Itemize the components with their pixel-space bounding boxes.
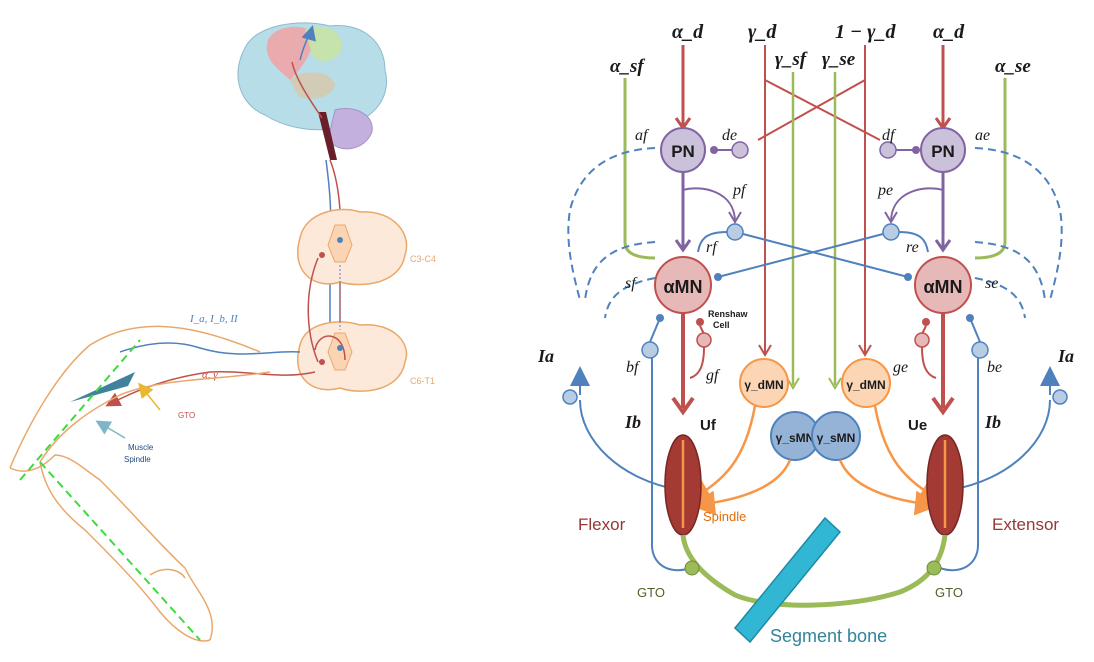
alpha-d-left-label: α_d (672, 21, 704, 43)
gsmn-right-neuron: γ_sMN (811, 411, 861, 461)
level-upper-label: C3-C4 (410, 254, 436, 264)
label-sf: sf (625, 275, 638, 292)
label-ib-left: Ib (624, 412, 641, 432)
ue-label: Ue (908, 417, 927, 434)
uf-label: Uf (700, 417, 717, 434)
level-lower-label: C6-T1 (410, 376, 435, 386)
amn-left-label: αMN (663, 277, 702, 297)
spinal-section-lower: C6-T1 (297, 321, 435, 392)
label-ae: ae (975, 127, 990, 144)
gsmn-right-label: γ_sMN (817, 431, 856, 445)
gdmn-left-neuron: γ_dMN (739, 358, 789, 408)
pn-right-neuron: PN (920, 127, 966, 173)
afferent-label: I_a, I_b, II (189, 313, 239, 325)
amn-right-label: αMN (923, 277, 962, 297)
label-ge: ge (893, 359, 908, 376)
gto-right-label: GTO (935, 585, 963, 600)
label-be: be (987, 359, 1002, 376)
amn-left-neuron: αMN (654, 256, 712, 314)
gsmn-left-label: γ_sMN (776, 431, 815, 445)
gdmn-left-label: γ_dMN (744, 378, 783, 392)
label-df: df (882, 127, 897, 144)
amn-right-neuron: αMN (914, 256, 972, 314)
label-re: re (906, 239, 919, 256)
brain-illustration (237, 22, 387, 160)
renshaw-label-2: Cell (713, 320, 730, 330)
gdmn-right-neuron: γ_dMN (841, 358, 891, 408)
muscle-spindle-label-2: Spindle (124, 455, 151, 464)
pn-left-label: PN (671, 142, 695, 161)
extensor-label: Extensor (992, 515, 1059, 534)
label-ia-left: Ia (537, 346, 554, 366)
gdmn-right-label: γ_dMN (846, 378, 885, 392)
extensor-muscle (926, 434, 964, 536)
gamma-d-label: γ_d (748, 21, 777, 43)
label-de: de (722, 127, 737, 144)
gto-left-label: GTO (637, 585, 665, 600)
renshaw-label-1: Renshaw (708, 309, 749, 319)
muscle-spindle-label-1: Muscle (128, 443, 154, 452)
label-gf: gf (706, 367, 721, 384)
pn-right-label: PN (931, 142, 955, 161)
spindle-label: Spindle (703, 509, 746, 524)
flexor-muscle (664, 434, 702, 536)
label-pf: pf (732, 182, 748, 199)
segment-bone: Segment bone (733, 516, 887, 646)
label-bf: bf (626, 359, 641, 376)
label-pe: pe (877, 182, 893, 199)
gsmn-left-neuron: γ_sMN (770, 411, 820, 461)
label-ia-right: Ia (1057, 346, 1074, 366)
gto-label-left: GTO (178, 411, 195, 420)
alpha-sf-label: α_sf (610, 56, 645, 77)
arm-illustration: GTO Muscle Spindle (9, 325, 271, 642)
alpha-d-right-label: α_d (933, 21, 965, 43)
gamma-sf-label: γ_sf (775, 49, 808, 70)
gamma-se-label: γ_se (822, 49, 856, 70)
spinal-section-upper: C3-C4 (297, 208, 436, 286)
label-rf: rf (706, 239, 719, 256)
alpha-se-label: α_se (995, 56, 1031, 77)
label-se: se (985, 275, 998, 292)
flexor-label: Flexor (578, 515, 626, 534)
label-af: af (635, 127, 650, 144)
segment-bone-label: Segment bone (770, 626, 887, 646)
one-minus-gamma-d-label: 1 − γ_d (835, 21, 896, 43)
label-ib-right: Ib (984, 412, 1001, 432)
left-panel: C3-C4 C6-T1 I_a, I_b, II α, γ (9, 22, 436, 642)
pn-left-neuron: PN (660, 127, 706, 173)
right-panel: α_d γ_d 1 − γ_d α_d α_sf γ_sf γ_se α_se (537, 21, 1074, 646)
